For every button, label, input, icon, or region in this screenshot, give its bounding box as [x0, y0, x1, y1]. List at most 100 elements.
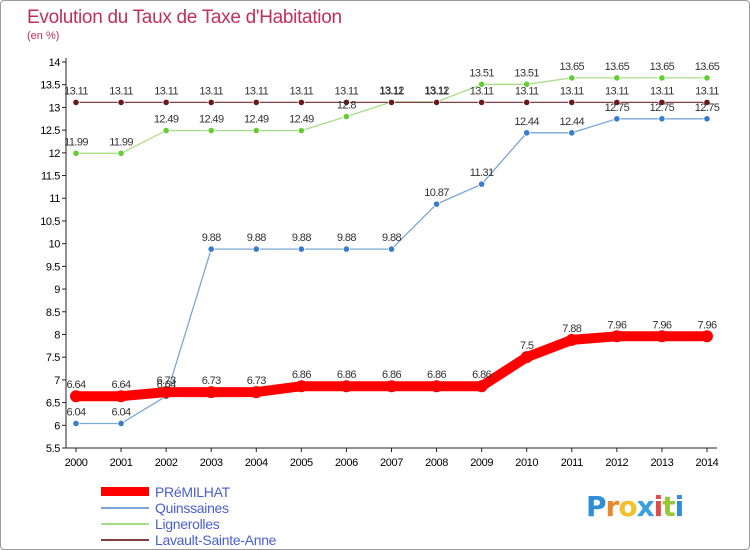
data-label: 12.75 — [695, 102, 720, 114]
data-point — [385, 380, 398, 393]
data-point — [117, 98, 125, 107]
data-label: 13.11 — [154, 85, 178, 97]
data-label: 13.11 — [335, 85, 359, 97]
legend-swatch — [101, 507, 149, 509]
data-point — [658, 115, 666, 123]
legend-swatch — [101, 539, 149, 541]
data-label: 13.65 — [560, 61, 585, 73]
data-point — [610, 330, 623, 343]
data-label: 13.65 — [650, 61, 675, 73]
data-point — [523, 80, 531, 88]
data-label: 6.86 — [472, 369, 491, 381]
y-tick-label: 11 — [49, 193, 60, 205]
data-label: 13.11 — [695, 85, 719, 97]
data-label: 13.11 — [109, 85, 133, 97]
data-point — [72, 149, 80, 157]
data-label: 6.73 — [157, 375, 176, 387]
data-point — [117, 149, 125, 157]
y-tick-label: 5.5 — [46, 443, 60, 455]
data-point — [70, 390, 82, 403]
data-label: 13.11 — [64, 85, 88, 97]
data-point — [297, 245, 305, 253]
data-point — [568, 74, 576, 82]
data-point — [703, 74, 711, 82]
data-point — [703, 98, 711, 107]
y-tick-label: 8.5 — [46, 307, 60, 319]
data-label: 11.31 — [470, 167, 494, 179]
data-label: 13.51 — [469, 67, 494, 79]
y-tick-label: 6.5 — [46, 398, 60, 410]
x-tick-label: 2005 — [290, 457, 313, 469]
legend-label: Lavault-Sainte-Anne — [155, 532, 277, 548]
legend-swatch — [101, 487, 149, 496]
data-label: 13.11 — [560, 85, 584, 97]
x-tick-label: 2008 — [425, 457, 448, 469]
x-tick-label: 2006 — [335, 457, 358, 469]
data-label: 9.88 — [382, 232, 401, 244]
x-tick-label: 2001 — [110, 457, 133, 469]
data-point — [342, 245, 351, 253]
data-point — [297, 126, 305, 135]
data-label: 13.65 — [695, 61, 720, 73]
data-label: 13.11 — [605, 85, 629, 97]
data-label: 6.73 — [247, 375, 266, 387]
logo-letter: o — [618, 490, 637, 523]
data-label: 6.86 — [292, 369, 311, 381]
x-tick-label: 2002 — [155, 457, 178, 469]
data-label: 11.99 — [64, 136, 88, 148]
legend-label: Lignerolles — [155, 516, 220, 532]
series-layer — [70, 74, 713, 428]
data-label: 6.86 — [382, 369, 401, 381]
data-label: 13.11 — [470, 85, 494, 97]
data-point — [523, 129, 531, 137]
legend-label: Quinssaines — [155, 500, 229, 516]
data-point — [160, 386, 173, 399]
data-point — [162, 98, 170, 107]
data-point — [613, 98, 621, 107]
y-tick-label: 6 — [54, 420, 60, 432]
data-point — [613, 115, 621, 123]
logo-letter: r — [605, 490, 620, 523]
data-point — [342, 98, 351, 107]
data-label: 6.04 — [112, 406, 131, 418]
data-point — [478, 98, 486, 107]
data-label: 13.11 — [289, 85, 313, 97]
y-tick-label: 9 — [54, 284, 60, 296]
data-point — [655, 330, 668, 343]
data-point — [205, 386, 218, 399]
data-point — [613, 74, 621, 82]
y-tick-label: 9.5 — [46, 261, 60, 273]
data-point — [250, 386, 263, 399]
x-tick-label: 2007 — [380, 457, 403, 469]
data-label: 6.64 — [66, 379, 85, 391]
data-point — [387, 245, 396, 253]
logo-letter: i — [653, 490, 664, 523]
data-label: 7.5 — [520, 340, 534, 352]
data-point — [432, 200, 441, 208]
data-label: 12.8 — [337, 99, 356, 111]
y-tick-label: 11.5 — [41, 171, 60, 183]
data-label: 6.64 — [112, 379, 131, 391]
data-label: 7.96 — [607, 319, 626, 331]
data-label: 12.75 — [650, 102, 675, 114]
data-point — [568, 129, 576, 137]
data-point — [207, 98, 215, 107]
data-label: 13.65 — [605, 61, 630, 73]
y-tick-label: 14 — [49, 57, 61, 69]
data-label: 13.11 — [515, 85, 539, 97]
logo-letter: t — [662, 490, 675, 523]
data-point — [252, 126, 260, 135]
data-point — [700, 330, 713, 343]
data-label: 12.49 — [154, 114, 179, 126]
data-label: 13.12 — [424, 85, 449, 97]
data-point — [703, 115, 711, 123]
data-label: 12.49 — [244, 114, 269, 126]
data-label: 13.12 — [379, 85, 404, 97]
data-label: 6.73 — [202, 375, 221, 387]
data-label: 7.96 — [652, 319, 671, 331]
data-label: 7.88 — [562, 323, 581, 335]
logo-letter: x — [636, 490, 655, 523]
data-label: 6.04 — [66, 406, 85, 418]
